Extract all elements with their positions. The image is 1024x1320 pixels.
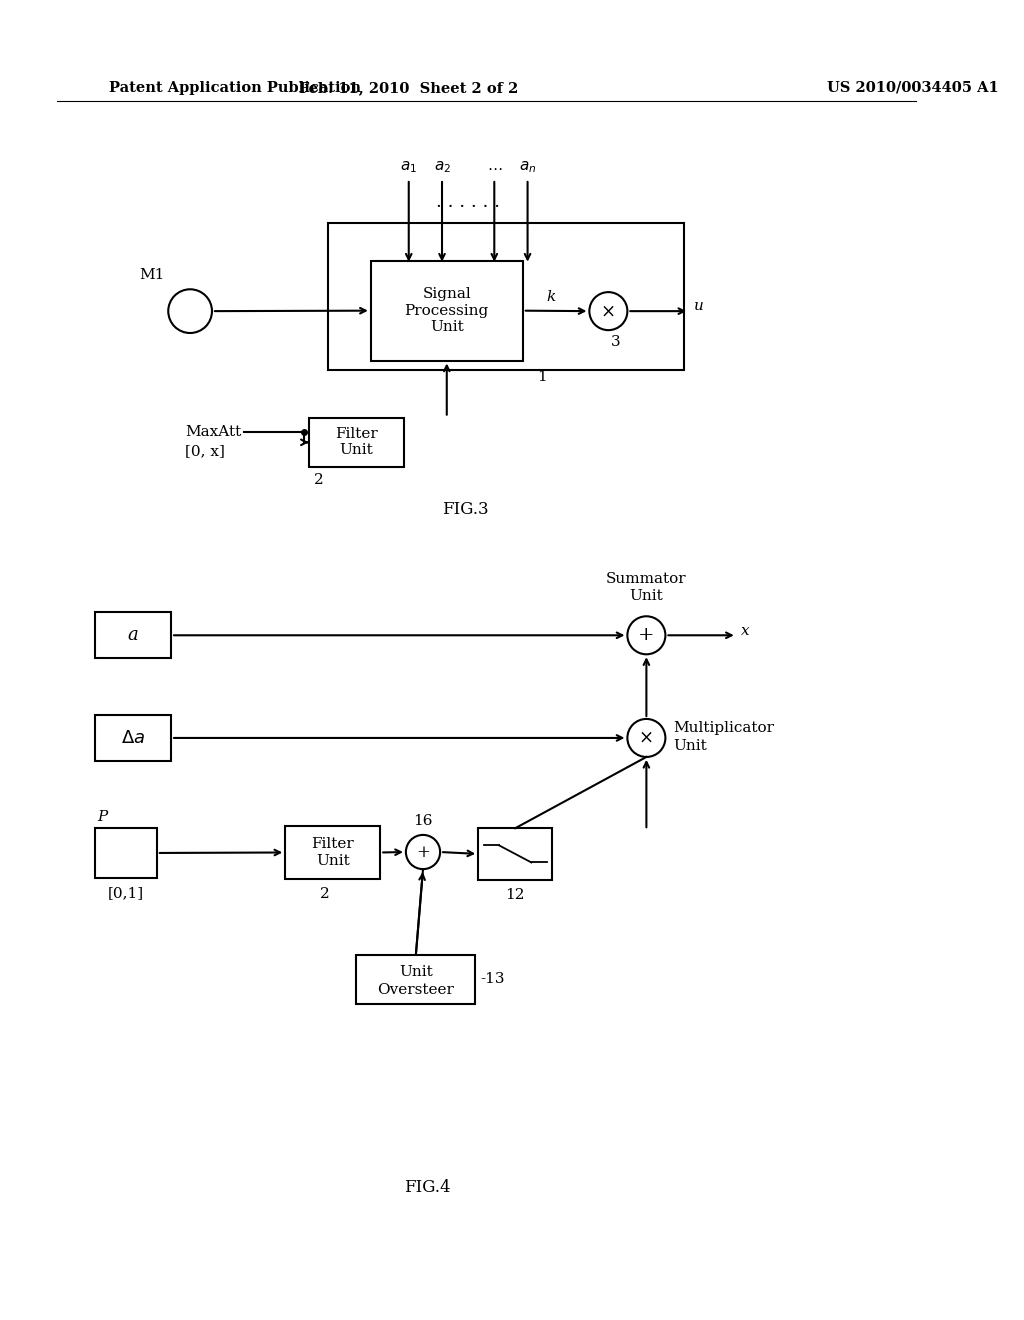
Text: FIG.3: FIG.3: [442, 502, 489, 519]
Text: a: a: [128, 626, 138, 644]
Bar: [95, 715, 171, 760]
Text: +: +: [638, 626, 654, 644]
Text: $\Delta a$: $\Delta a$: [121, 729, 145, 747]
Bar: [328, 223, 684, 370]
Circle shape: [590, 292, 628, 330]
Circle shape: [628, 616, 666, 655]
Text: Unit: Unit: [630, 589, 664, 603]
Text: ×: ×: [601, 302, 615, 321]
Text: Filter
Unit: Filter Unit: [335, 428, 378, 458]
Text: FIG.4: FIG.4: [404, 1179, 451, 1196]
Text: 2: 2: [313, 474, 324, 487]
Text: [0, x]: [0, x]: [185, 444, 225, 458]
Bar: [95, 612, 171, 659]
Text: Signal
Processing
Unit: Signal Processing Unit: [404, 288, 488, 334]
Text: Patent Application Publication: Patent Application Publication: [110, 81, 361, 95]
Text: . . . . . .: . . . . . .: [435, 193, 500, 211]
Text: MaxAtt: MaxAtt: [185, 425, 242, 438]
Text: 16: 16: [414, 813, 433, 828]
Text: 3: 3: [611, 334, 621, 348]
Text: $a_1$: $a_1$: [400, 160, 417, 176]
Bar: [309, 417, 404, 467]
Bar: [285, 826, 380, 879]
Text: 1: 1: [537, 370, 547, 384]
Bar: [371, 261, 523, 360]
Text: $a_n$: $a_n$: [519, 160, 537, 176]
Text: US 2010/0034405 A1: US 2010/0034405 A1: [827, 81, 998, 95]
Text: Unit: Unit: [399, 965, 433, 979]
Text: M1: M1: [139, 268, 165, 282]
Text: u: u: [694, 300, 703, 313]
Text: 2: 2: [321, 887, 330, 900]
Text: ×: ×: [639, 729, 654, 747]
Text: $\cdots$: $\cdots$: [486, 161, 502, 176]
Text: +: +: [416, 843, 430, 861]
Text: Oversteer: Oversteer: [378, 983, 455, 997]
Bar: [356, 954, 475, 1005]
Circle shape: [406, 836, 440, 869]
Text: Multiplicator: Multiplicator: [673, 722, 774, 735]
Text: P: P: [97, 810, 108, 824]
Text: Feb. 11, 2010  Sheet 2 of 2: Feb. 11, 2010 Sheet 2 of 2: [299, 81, 518, 95]
Text: [0,1]: [0,1]: [108, 886, 144, 900]
Circle shape: [168, 289, 212, 333]
Text: x: x: [741, 623, 750, 638]
Bar: [95, 828, 157, 878]
Text: 12: 12: [506, 888, 525, 902]
Bar: [478, 828, 552, 879]
Text: Filter
Unit: Filter Unit: [311, 837, 354, 867]
Text: Summator: Summator: [606, 572, 687, 586]
Text: Unit: Unit: [673, 739, 707, 752]
Text: -13: -13: [480, 973, 505, 986]
Text: $a_2$: $a_2$: [433, 160, 451, 176]
Circle shape: [628, 719, 666, 756]
Text: k: k: [547, 290, 556, 305]
